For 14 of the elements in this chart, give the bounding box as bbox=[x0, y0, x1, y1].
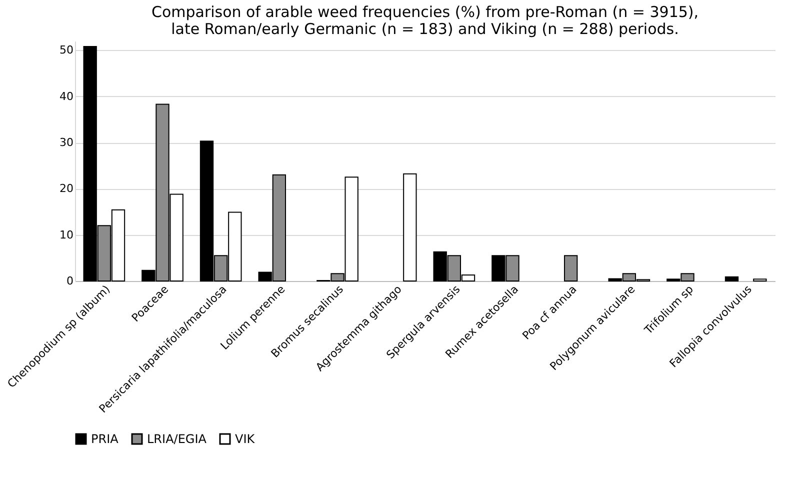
legend-label: PRIA bbox=[91, 432, 120, 446]
legend-label: VIK bbox=[235, 432, 256, 446]
bar bbox=[403, 173, 417, 282]
text: late Roman/early Germanic (n = 183) and Viking (n = 288) periods. bbox=[171, 20, 679, 38]
y-tick-label: 10 bbox=[60, 228, 74, 242]
y-tick-label: 50 bbox=[60, 44, 74, 57]
legend-label: LRIA/EGIA bbox=[147, 432, 208, 446]
y-tick-label: 30 bbox=[60, 136, 74, 150]
bar bbox=[724, 276, 739, 282]
bar bbox=[564, 255, 578, 282]
y-tick-label: 40 bbox=[60, 90, 74, 103]
y-tick-label: 20 bbox=[60, 182, 74, 196]
y-tick-label: 0 bbox=[66, 274, 74, 288]
text: Comparison of arable weed frequencies (%) from pre-Roman (n = 3915), bbox=[151, 3, 699, 21]
